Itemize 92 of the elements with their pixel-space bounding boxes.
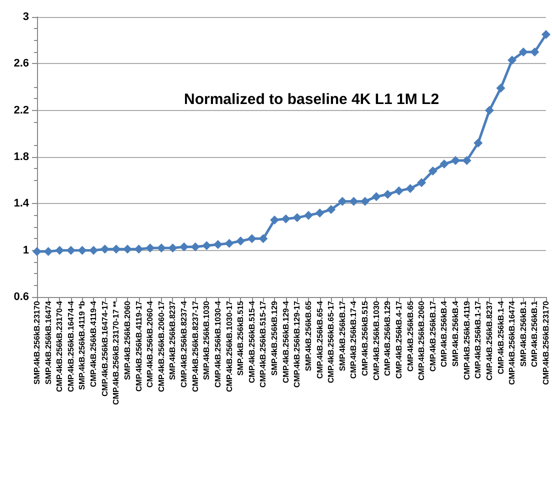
- point: [508, 56, 517, 65]
- point: [349, 196, 358, 206]
- point: [315, 208, 324, 218]
- x-tick-label: CMP.4kB.256kB.515-4: [247, 300, 256, 384]
- x-tick-label: CMP.4kB.256kB.4119-4: [89, 300, 98, 388]
- x-tick-label: CMP.4kB.256kB.515-17: [258, 300, 268, 388]
- y-tick-label: 0.6: [14, 291, 29, 303]
- y-tick-label: 2.6: [14, 58, 29, 70]
- point: [474, 138, 483, 148]
- point: [484, 106, 494, 115]
- x-tick-label: SMP.4kB.256kB.4: [451, 300, 460, 367]
- x-tick-label: SMP.4kB.256kB.1030: [202, 300, 212, 380]
- x-tick-label: CMP.4kB.256kB.1-4: [496, 300, 506, 374]
- x-tick-label: SMP.4kB.256kB.65: [304, 300, 313, 372]
- y-tick-label: 3: [22, 11, 29, 23]
- x-tick-label: CMP.4kB.256kB.17-4: [349, 300, 358, 379]
- x-tick-label: CMP.4kB.256kB.4: [440, 300, 449, 368]
- x-tick-label: SMP.4kB.256kB.2060: [122, 300, 132, 380]
- point: [518, 48, 528, 56]
- x-tick-label: SMP.4kB.256kB.8237: [168, 300, 178, 380]
- x-tick-label: CMP.4kB.256kB.8237: [484, 300, 494, 380]
- point: [542, 30, 550, 39]
- x-tick-label: CMP.4kB.256kB.17: [428, 300, 438, 372]
- x-tick-label: CMP.4kB.256kB.23170-17 **: [112, 300, 121, 405]
- point: [338, 196, 347, 206]
- x-tick-label: SMP.4kB.256kB.515: [236, 300, 246, 376]
- x-tick-label: CMP.4kB.256kB.65-17: [326, 300, 336, 384]
- x-tick-label: CMP.4kB.256kB.23170-4: [55, 300, 64, 392]
- x-tick-label: CMP.4kB.256kB.129: [383, 300, 392, 376]
- point: [326, 205, 336, 214]
- x-tick-label: SMP.4kB.256kB.16474: [44, 300, 53, 384]
- y-tick-label: 2.2: [14, 104, 29, 116]
- x-tick-label: CMP.4kB.256kB.4-17: [394, 300, 404, 379]
- x-tick-label: CMP.4kB.256kB.1: [530, 300, 540, 368]
- x-tick-label: CMP.4kB.256kB.16474-4: [66, 300, 76, 392]
- point: [44, 247, 53, 256]
- x-tick-label: CMP.4kB.256kB.16474-17: [100, 300, 110, 396]
- point: [372, 192, 381, 202]
- point: [270, 216, 280, 224]
- point: [78, 246, 87, 255]
- x-tick-label: CMP.4kB.256kB.2060: [417, 300, 426, 380]
- x-tick-label: CMP.4kB.256kB.2060-4: [146, 300, 155, 388]
- point: [394, 186, 404, 196]
- point: [224, 238, 234, 248]
- x-tick-label: CMP.4kB.256kB.8237-17: [190, 300, 200, 392]
- x-tick-label: CMP.4kB.256kB.129-17: [292, 300, 302, 388]
- point: [55, 246, 64, 255]
- x-tick-label: SMP.4kB.256kB.17: [338, 300, 347, 372]
- point: [462, 156, 472, 165]
- point: [406, 184, 415, 193]
- x-tick-label: CMP.4kB.256kB.16474: [508, 300, 517, 385]
- x-tick-label: CMP.4kB.256kB.1-17: [474, 300, 483, 379]
- point: [292, 213, 302, 222]
- x-tick-label: CMP.4kB.256kB.1030: [372, 300, 381, 380]
- point: [168, 244, 178, 252]
- point: [190, 242, 200, 252]
- x-tick-label: CMP.4kB.256kB.4119: [462, 300, 472, 380]
- x-tick-label: CMP.4kB.256kB.23170: [542, 300, 550, 385]
- x-tick-label: SMP.4kB.256kB.129: [270, 300, 280, 376]
- x-tick-label: SMP.4kB.256kB.1: [518, 300, 528, 367]
- x-tick-label: SMP.4kB.256kB.23170: [32, 300, 42, 384]
- point: [213, 240, 222, 249]
- x-tick-label: CMP.4kB.256kB.1030-17: [224, 300, 234, 392]
- point: [281, 214, 290, 224]
- x-tick-label: CMP.4kB.256kB.65-4: [315, 300, 324, 379]
- point: [530, 48, 540, 56]
- point: [304, 210, 313, 220]
- point: [32, 247, 42, 256]
- x-tick-label: CMP.4kB.256kB.1030-4: [213, 300, 222, 388]
- point: [258, 234, 268, 244]
- point: [428, 166, 438, 176]
- point: [236, 236, 246, 246]
- point: [383, 190, 392, 199]
- x-tick-label: CMP.4kB.256kB.129-4: [281, 300, 290, 384]
- x-tick-label: CMP.4kB.256kB.65: [406, 300, 415, 372]
- x-tick-label: CMP.4kB.256kB.2060-17: [156, 300, 166, 392]
- point: [496, 84, 506, 93]
- x-tick-label: SMP.4kB.256kB.4119 *b: [78, 300, 87, 390]
- x-tick-label: CMP.4kB.256kB.8237-4: [180, 300, 189, 388]
- text: Normalized to baseline 4K L1 1M L2: [184, 91, 440, 108]
- point: [89, 246, 98, 255]
- y-tick-label: 1.4: [14, 198, 30, 210]
- point: [360, 196, 370, 206]
- y-tick-label: 1.8: [14, 151, 29, 163]
- point: [202, 241, 212, 250]
- x-tick-label: CMP.4kB.256kB.4119-17: [134, 300, 144, 392]
- point: [247, 234, 256, 244]
- point: [417, 178, 426, 188]
- point: [440, 160, 449, 168]
- y-tick-label: 1: [22, 244, 29, 256]
- x-tick-label: CMP.4kB.256kB.515: [360, 300, 370, 376]
- point: [100, 244, 110, 254]
